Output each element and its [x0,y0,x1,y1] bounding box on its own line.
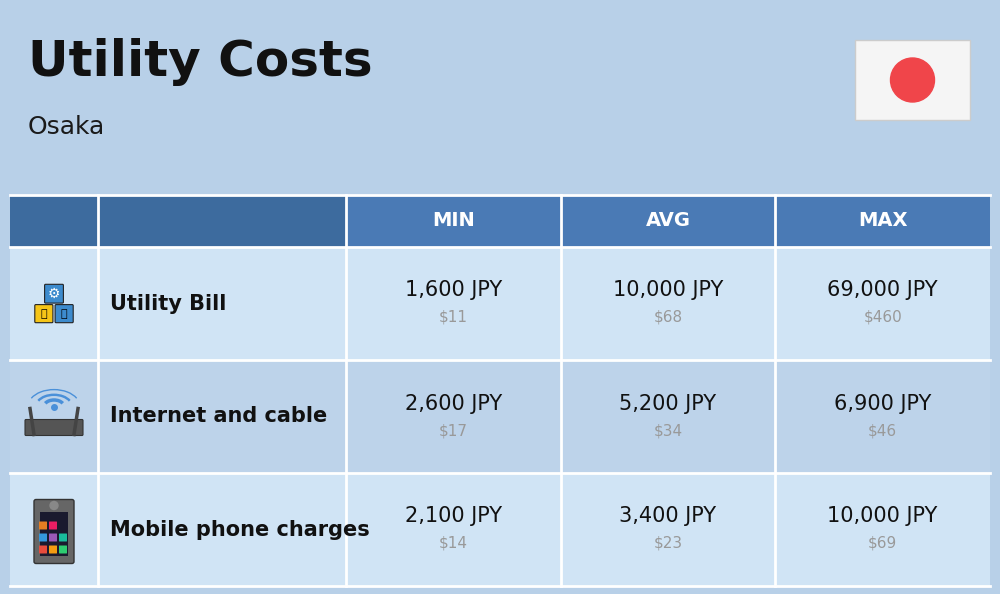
Text: 1,600 JPY: 1,600 JPY [405,280,502,301]
Text: 3,400 JPY: 3,400 JPY [619,507,717,526]
FancyBboxPatch shape [34,500,74,564]
FancyBboxPatch shape [39,522,47,529]
Text: Osaka: Osaka [28,115,105,139]
FancyBboxPatch shape [10,473,990,586]
Text: ⚙: ⚙ [48,287,60,301]
Text: Utility Bill: Utility Bill [110,293,226,314]
FancyBboxPatch shape [39,533,47,542]
Text: 🔌: 🔌 [41,308,47,318]
Text: 10,000 JPY: 10,000 JPY [613,280,723,301]
Text: $14: $14 [439,536,468,551]
Text: $23: $23 [653,536,683,551]
Text: $34: $34 [653,423,683,438]
Text: 💧: 💧 [61,308,67,318]
Text: MIN: MIN [432,211,475,230]
FancyBboxPatch shape [55,305,73,323]
FancyBboxPatch shape [10,195,990,247]
FancyBboxPatch shape [45,285,63,303]
Text: 2,100 JPY: 2,100 JPY [405,507,502,526]
FancyBboxPatch shape [49,545,57,554]
FancyBboxPatch shape [49,533,57,542]
FancyBboxPatch shape [39,545,47,554]
Text: 6,900 JPY: 6,900 JPY [834,393,931,413]
FancyBboxPatch shape [10,195,346,247]
FancyBboxPatch shape [10,360,990,473]
Text: MAX: MAX [858,211,907,230]
FancyBboxPatch shape [40,511,68,555]
FancyBboxPatch shape [855,40,970,120]
Text: $11: $11 [439,310,468,325]
Text: 10,000 JPY: 10,000 JPY [827,507,938,526]
FancyBboxPatch shape [35,305,53,323]
FancyBboxPatch shape [59,533,67,542]
Text: 2,600 JPY: 2,600 JPY [405,393,502,413]
Text: AVG: AVG [646,211,690,230]
Text: Utility Costs: Utility Costs [28,38,373,86]
Text: $68: $68 [653,310,683,325]
Text: Mobile phone charges: Mobile phone charges [110,520,370,539]
Text: $46: $46 [868,423,897,438]
Text: $69: $69 [868,536,897,551]
Circle shape [891,58,934,102]
FancyBboxPatch shape [25,419,83,435]
Text: $17: $17 [439,423,468,438]
FancyBboxPatch shape [10,247,990,360]
Text: Internet and cable: Internet and cable [110,406,327,426]
Text: 69,000 JPY: 69,000 JPY [827,280,938,301]
Circle shape [50,501,58,510]
FancyBboxPatch shape [49,522,57,529]
Text: $460: $460 [863,310,902,325]
Text: 5,200 JPY: 5,200 JPY [619,393,717,413]
FancyBboxPatch shape [59,545,67,554]
